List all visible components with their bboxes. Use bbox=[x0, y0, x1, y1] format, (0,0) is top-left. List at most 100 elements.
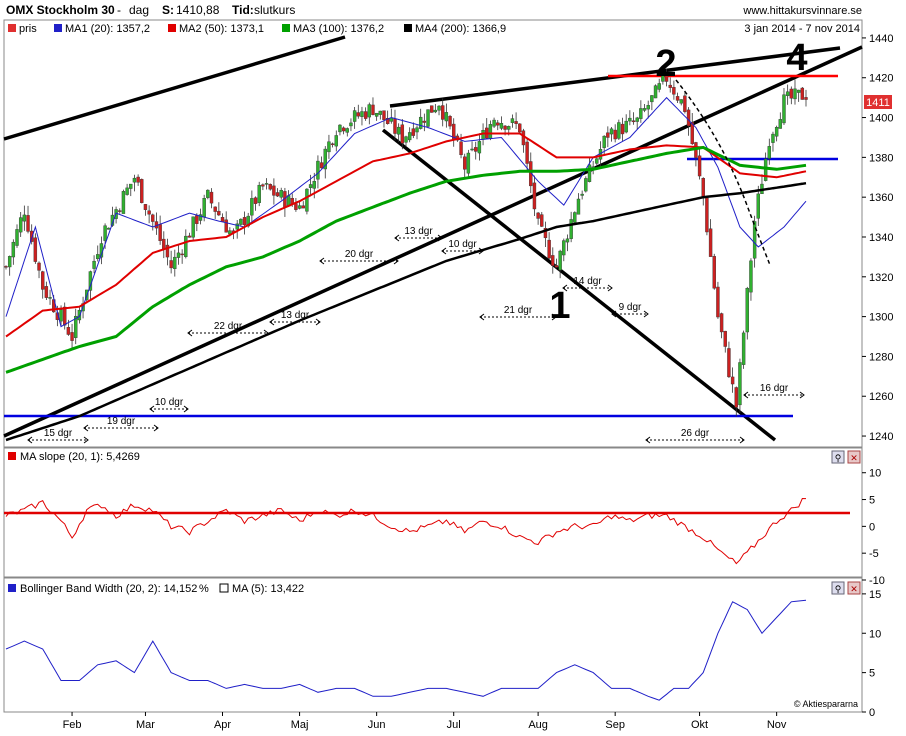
x-tick-label: Mar bbox=[136, 719, 155, 731]
candle-body bbox=[433, 109, 438, 113]
candle-body bbox=[22, 214, 27, 222]
interval-arrow-head bbox=[187, 329, 269, 337]
bbw-zoom-button[interactable] bbox=[831, 581, 845, 595]
candle-body bbox=[37, 262, 41, 271]
candle-body bbox=[323, 148, 327, 170]
price-badge bbox=[864, 95, 892, 109]
candle-body bbox=[213, 206, 217, 212]
candle-body bbox=[573, 212, 577, 223]
candle-body bbox=[470, 148, 474, 151]
candle-body bbox=[374, 112, 379, 117]
candle-body bbox=[393, 118, 397, 134]
candle-body bbox=[499, 123, 504, 129]
candle-body bbox=[378, 110, 383, 115]
bbw-panel: Bollinger Band Width (20, 2): 14,152 % M… bbox=[5, 581, 881, 719]
annotation-number: 4 bbox=[786, 37, 807, 79]
candle-body bbox=[785, 91, 790, 96]
candle-body bbox=[202, 198, 206, 218]
candle-body bbox=[602, 135, 606, 148]
candle-body bbox=[121, 191, 126, 214]
bbw-tick-label: 10 bbox=[869, 628, 881, 640]
interval-arrow-head bbox=[394, 234, 443, 242]
slope-legend-swatch bbox=[8, 452, 16, 460]
candle-body bbox=[749, 260, 753, 293]
interval-label: 19 dgr bbox=[107, 416, 136, 427]
candle-body bbox=[151, 214, 155, 222]
interval-arrow-head bbox=[479, 313, 557, 321]
candle-body bbox=[492, 119, 496, 127]
candle-body bbox=[576, 198, 581, 215]
bbw-y-axis: 0 5 10 15 bbox=[862, 589, 881, 719]
legend-swatch bbox=[282, 24, 290, 32]
slope-zoom-button[interactable] bbox=[831, 450, 845, 464]
candle-body bbox=[551, 255, 555, 266]
candle-body bbox=[198, 214, 203, 221]
slope-close-button[interactable] bbox=[847, 450, 861, 464]
candle-body bbox=[341, 127, 346, 132]
legend-entry: MA2 (50): 1373,1 bbox=[179, 23, 264, 35]
candle-body bbox=[44, 286, 49, 298]
interval-label: 21 dgr bbox=[504, 305, 533, 316]
bbw-tick-label: 5 bbox=[869, 668, 875, 680]
candle-body bbox=[96, 254, 100, 260]
bbw-close-button[interactable] bbox=[847, 581, 861, 595]
annotations: 1 2 4 15 dgr 19 dgr 10 dgr 22 dgr 13 dgr 20 dgr 1… bbox=[27, 37, 808, 444]
projection-curve bbox=[675, 79, 771, 266]
candle-body bbox=[253, 197, 258, 204]
candle-body bbox=[474, 147, 478, 152]
candle-body bbox=[734, 387, 738, 408]
y-tick-label: 1440 bbox=[869, 33, 893, 45]
candle-body bbox=[158, 224, 162, 241]
period: dag bbox=[129, 3, 149, 17]
candle-body bbox=[562, 240, 566, 256]
y-tick-label: 1320 bbox=[869, 272, 893, 284]
candle-body bbox=[429, 105, 434, 113]
candle-body bbox=[250, 198, 254, 216]
candle-body bbox=[11, 241, 16, 258]
candle-body bbox=[565, 238, 570, 243]
x-axis: Feb Mar Apr Maj Jun Jul Aug Sep Okt Nov bbox=[63, 712, 787, 731]
candle-body bbox=[33, 237, 38, 262]
candle-body bbox=[165, 244, 170, 258]
candle-body bbox=[488, 124, 493, 139]
candle-body bbox=[675, 96, 680, 101]
candle-body bbox=[224, 219, 228, 233]
ma1-line bbox=[5, 96, 807, 328]
candle-body bbox=[143, 204, 148, 210]
candle-body bbox=[74, 315, 78, 338]
candle-body bbox=[503, 125, 507, 130]
annotation-number: 1 bbox=[549, 285, 570, 327]
legend-entry: MA1 (20): 1357,2 bbox=[65, 23, 150, 35]
y-tick-label: 1300 bbox=[869, 312, 893, 324]
ma4-line bbox=[5, 181, 807, 442]
candle-body bbox=[606, 132, 610, 138]
candle-body bbox=[752, 221, 757, 259]
candle-body bbox=[217, 210, 221, 216]
candle-body bbox=[209, 191, 214, 204]
interval-arrow-head bbox=[83, 424, 159, 432]
candle-body bbox=[463, 156, 467, 170]
site-url[interactable]: www.hittakursvinnare.se bbox=[742, 5, 862, 17]
index-name: OMX Stockholm 30 bbox=[6, 3, 115, 17]
date-range: 3 jan 2014 - 7 nov 2014 bbox=[744, 23, 860, 35]
candle-body bbox=[683, 95, 687, 112]
candle-body bbox=[708, 228, 713, 257]
candle-body bbox=[609, 128, 614, 135]
candle-body bbox=[220, 217, 225, 222]
candle-body bbox=[407, 132, 412, 141]
candle-body bbox=[745, 288, 749, 333]
candle-body bbox=[701, 178, 705, 197]
candle-body bbox=[686, 109, 691, 127]
candle-body bbox=[349, 122, 353, 127]
candle-body bbox=[415, 127, 419, 133]
candle-body bbox=[29, 230, 34, 242]
candle-body bbox=[77, 309, 82, 321]
candle-body bbox=[697, 155, 702, 177]
candle-body bbox=[294, 203, 298, 210]
bbw-legend-swatch bbox=[8, 584, 16, 592]
slope-panel: MA slope (20, 1): 5,4269 -10 -5 0 5 10 ⚲ ✕ bbox=[4, 450, 885, 587]
candle-body bbox=[650, 95, 654, 103]
slope-tick-label: -10 bbox=[869, 575, 885, 587]
candle-body bbox=[477, 141, 482, 154]
